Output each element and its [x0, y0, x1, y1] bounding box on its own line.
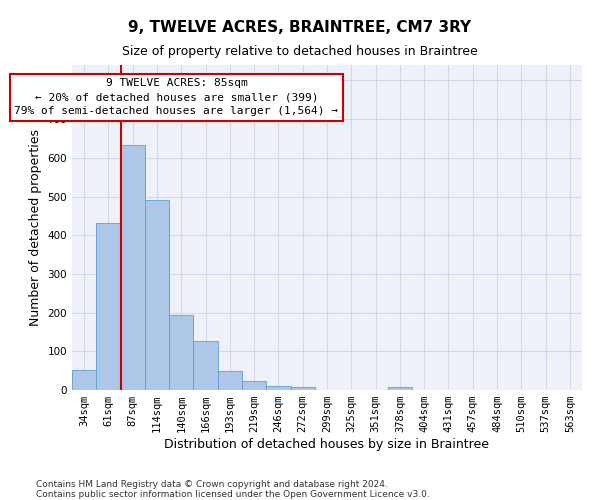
Bar	[242, 381, 266, 390]
Y-axis label: Number of detached properties: Number of detached properties	[29, 129, 42, 326]
Bar	[96, 223, 121, 390]
Text: 9, TWELVE ACRES, BRAINTREE, CM7 3RY: 9, TWELVE ACRES, BRAINTREE, CM7 3RY	[128, 20, 472, 35]
Bar	[169, 316, 193, 390]
Bar	[266, 386, 290, 390]
Text: 9 TWELVE ACRES: 85sqm
← 20% of detached houses are smaller (399)
79% of semi-det: 9 TWELVE ACRES: 85sqm ← 20% of detached …	[14, 78, 338, 116]
Bar	[145, 200, 169, 390]
Bar	[72, 370, 96, 390]
Bar	[388, 386, 412, 390]
X-axis label: Distribution of detached houses by size in Braintree: Distribution of detached houses by size …	[164, 438, 490, 451]
Bar	[290, 387, 315, 390]
Text: Contains HM Land Registry data © Crown copyright and database right 2024.
Contai: Contains HM Land Registry data © Crown c…	[36, 480, 430, 499]
Bar	[193, 341, 218, 390]
Bar	[121, 145, 145, 390]
Bar	[218, 370, 242, 390]
Text: Size of property relative to detached houses in Braintree: Size of property relative to detached ho…	[122, 45, 478, 58]
